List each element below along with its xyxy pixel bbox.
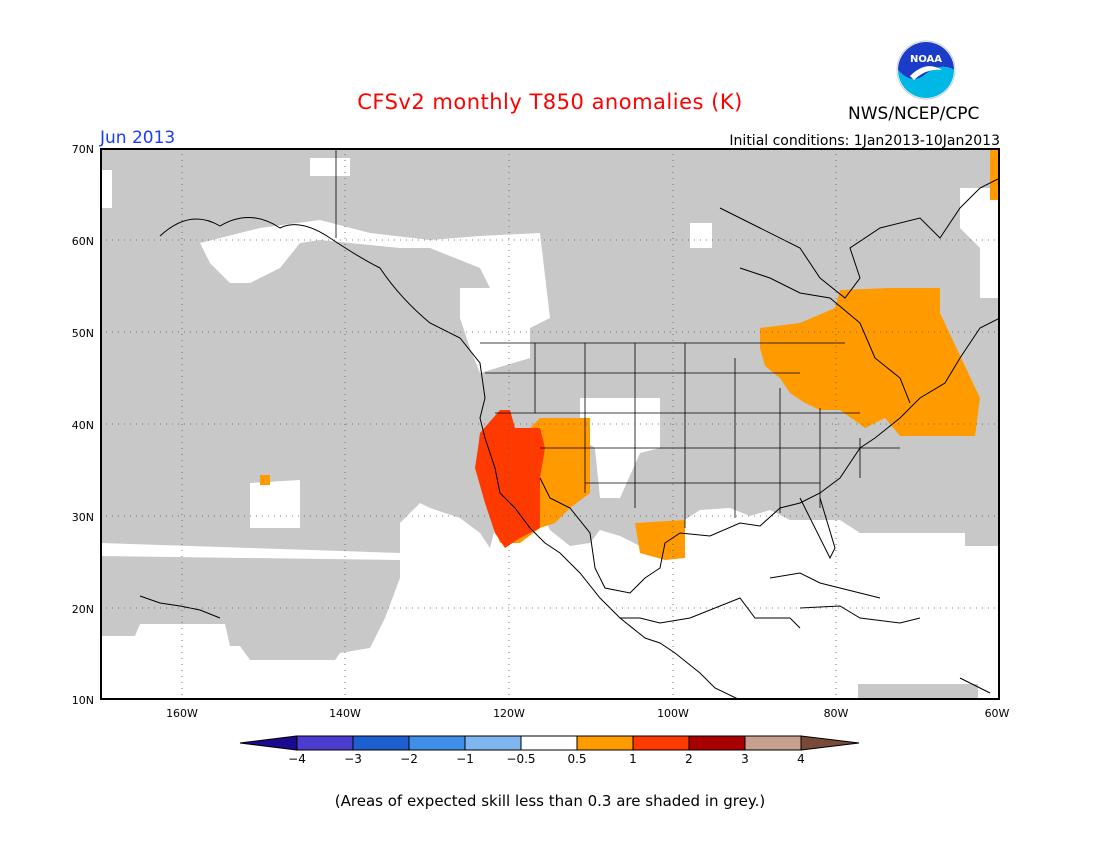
lat-label: 70N [71,143,94,156]
legend-swatch [296,735,354,751]
lon-label: 80W [823,707,849,720]
skill-note: (Areas of expected skill less than 0.3 a… [334,792,766,810]
lon-label: 140W [329,707,361,720]
legend-swatch [744,735,802,751]
legend-tick: 1 [629,752,637,766]
legend-swatch [352,735,410,751]
legend-tick: −2 [400,752,418,766]
legend-tick: 3 [741,752,749,766]
anomaly-1-to-2 [475,410,545,548]
color-scale-legend [239,735,860,751]
agency-label: NWS/NCEP/CPC [848,104,980,124]
legend-tick: 2 [685,752,693,766]
lon-label: 100W [657,707,689,720]
anomaly-map [100,148,1000,700]
forecast-period: Jun 2013 [100,128,176,148]
lat-label: 40N [71,419,94,432]
lat-label: 30N [71,511,94,524]
lat-label: 20N [71,603,94,616]
legend-swatch [464,735,522,751]
legend-tick: 4 [797,752,805,766]
lat-label: 60N [71,235,94,248]
legend-swatch [408,735,466,751]
lat-label: 50N [71,327,94,340]
legend-swatch [520,735,578,751]
legend-tick: −3 [344,752,362,766]
lon-label: 60W [984,707,1010,720]
legend-tick: −1 [456,752,474,766]
legend-swatch [576,735,634,751]
lon-label: 160W [166,707,198,720]
graticule [100,148,1000,700]
legend-swatch [688,735,746,751]
noaa-logo-icon: NOAA [896,40,956,100]
low-skill-shading [100,148,1000,700]
political-borders [335,148,900,528]
legend-tick: −4 [288,752,306,766]
legend-tick: −0.5 [506,752,536,766]
coastlines [139,177,1000,700]
legend-tick: 0.5 [567,752,587,766]
lon-label: 120W [493,707,525,720]
map-frame [100,148,1000,700]
legend-swatch [632,735,690,751]
legend-arrow-low [239,735,298,751]
legend-arrow-high [800,735,860,751]
lat-label: 10N [71,694,94,707]
svg-text:NOAA: NOAA [910,54,942,65]
initial-conditions: Initial conditions: 1Jan2013-10Jan2013 [729,133,1000,149]
map-title: CFSv2 monthly T850 anomalies (K) [357,90,743,114]
